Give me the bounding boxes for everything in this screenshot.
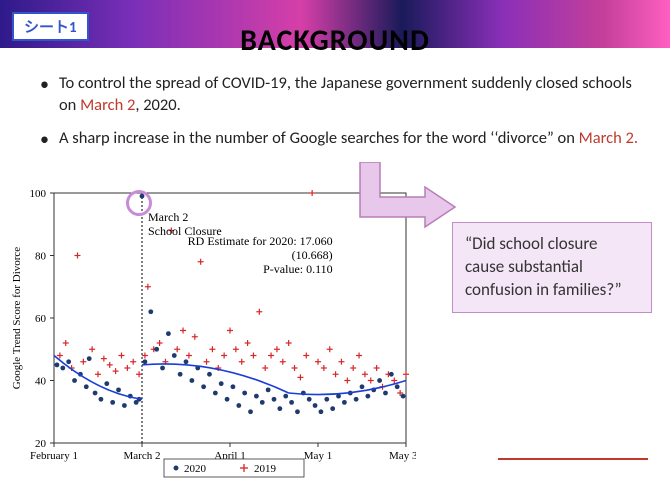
svg-text:RD Estimate for 2020: 17.060: RD Estimate for 2020: 17.060 (188, 234, 333, 248)
slide-title: BACKGROUND (240, 22, 430, 59)
content-area: To control the spread of COVID-19, the J… (0, 62, 670, 159)
footer-redline (498, 458, 648, 460)
highlight-circle (126, 190, 152, 216)
bullet-2: A sharp increase in the number of Google… (40, 127, 648, 151)
svg-text:100: 100 (30, 188, 47, 200)
svg-text:P-value: 0.110: P-value: 0.110 (263, 262, 333, 276)
bullet-1: To control the spread of COVID-19, the J… (40, 72, 648, 117)
svg-text:2020: 2020 (184, 463, 207, 475)
svg-text:40: 40 (35, 376, 47, 388)
arrow-callout (350, 162, 460, 232)
svg-text:2019: 2019 (254, 463, 277, 475)
slide-tag: シート1 (12, 12, 89, 41)
svg-text:Google Trend Score for Divorce: Google Trend Score for Divorce (11, 247, 23, 389)
bullet-2-hl: March 2. (579, 128, 638, 148)
svg-text:80: 80 (35, 251, 47, 263)
bullet-1-post: , 2020. (135, 95, 180, 115)
svg-text:May 31: May 31 (389, 450, 416, 462)
svg-text:May 1: May 1 (304, 450, 332, 462)
svg-text:March 2: March 2 (124, 450, 161, 462)
bullet-1-hl: March 2 (80, 95, 135, 115)
svg-text:March 2: March 2 (148, 210, 188, 224)
callout-box: “Did school closure cause substantial co… (452, 222, 652, 313)
bullet-2-pre: A sharp increase in the number of Google… (59, 128, 579, 148)
svg-text:60: 60 (35, 313, 47, 325)
svg-text:(10.668): (10.668) (292, 248, 333, 262)
svg-text:February 1: February 1 (30, 450, 78, 462)
svg-text:20: 20 (35, 438, 47, 450)
